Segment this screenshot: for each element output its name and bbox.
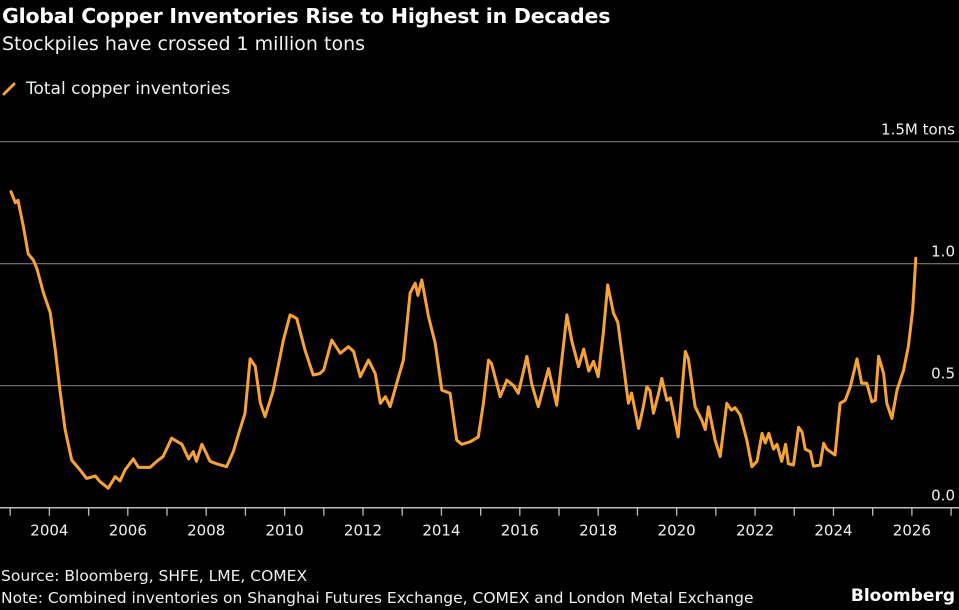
chart-subtitle: Stockpiles have crossed 1 million tons <box>2 33 366 55</box>
x-tick-label: 2004 <box>30 522 68 540</box>
y-tick-label: 1.5M tons <box>881 121 955 139</box>
x-tick-label: 2014 <box>422 522 460 540</box>
x-tick-label: 2010 <box>266 522 304 540</box>
source-note: Source: Bloomberg, SHFE, LME, COMEX <box>1 567 308 585</box>
footnote: Note: Combined inventories on Shanghai F… <box>1 589 754 607</box>
y-tick-label: 0.0 <box>931 487 955 505</box>
x-tick-label: 2008 <box>187 522 225 540</box>
x-tick-label: 2022 <box>736 522 774 540</box>
series-line-total-copper-inventories <box>9 190 918 490</box>
y-tick-label: 1.0 <box>931 243 955 261</box>
x-tick-label: 2018 <box>579 522 617 540</box>
line-chart: 1.5M tons 1.0 0.5 0.0 2004 2006 2008 2010 2012 20… <box>0 121 959 540</box>
x-tick-label: 2006 <box>109 522 147 540</box>
x-tick-label: 2012 <box>344 522 382 540</box>
x-tick-label: 2024 <box>814 522 852 540</box>
x-tick-label: 2020 <box>658 522 696 540</box>
x-tick-label: 2016 <box>501 522 539 540</box>
bloomberg-logo: Bloomberg <box>850 586 955 606</box>
y-tick-label: 0.5 <box>931 365 955 383</box>
slash-line-icon <box>2 82 16 96</box>
x-tick-label: 2026 <box>893 522 931 540</box>
legend: Total copper inventories <box>2 79 230 99</box>
chart-title: Global Copper Inventories Rise to Highes… <box>2 4 611 28</box>
legend-label: Total copper inventories <box>26 79 231 99</box>
